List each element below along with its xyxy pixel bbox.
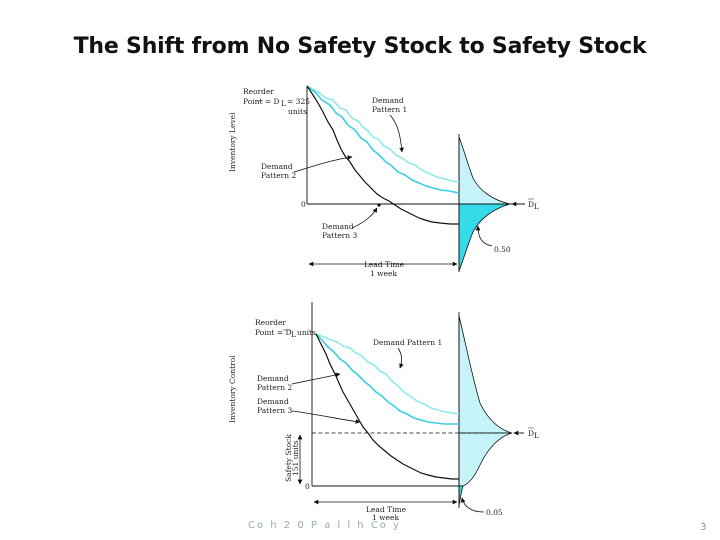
top-pattern-3-arrow: [351, 207, 378, 229]
bottom-safety-stock-label: Safety Stock: [284, 434, 293, 482]
top-zero-label: 0: [301, 200, 306, 209]
bottom-pattern-2-label-line2: Pattern 2: [257, 383, 292, 392]
top-demand-distribution-lower: [458, 203, 511, 272]
top-pattern-2-label-line1: Demand: [261, 162, 293, 171]
top-reorder-label-line1: Reorder: [243, 87, 274, 96]
top-lead-time-label-line1: Lead Time: [364, 260, 405, 269]
bottom-pattern-2-label-line1: Demand: [257, 374, 289, 383]
top-y-axis-label: Inventory Level: [228, 112, 237, 172]
bottom-prob-arrow: [460, 497, 485, 513]
bottom-lead-time-label-line2: 1 week: [372, 513, 399, 522]
top-stockout-point: [377, 203, 381, 207]
bottom-demand-distribution-middle: [458, 432, 513, 487]
top-pattern-1-label-line1: Demand: [372, 96, 404, 105]
top-pattern-2-arrow: [293, 155, 353, 173]
top-diagram: Reorder Point = D L = 325 units Inventor…: [228, 85, 539, 278]
top-pattern-3-label-line1: Demand: [322, 222, 354, 231]
bottom-reorder-label-line2: Point = D: [255, 328, 292, 337]
slide-title: The Shift from No Safety Stock to Safety…: [73, 34, 647, 59]
top-pattern-2-label-line2: Pattern 2: [261, 171, 296, 180]
bottom-lead-time-label-line1: Lead Time: [366, 505, 407, 514]
bottom-pattern-2-arrow: [291, 372, 341, 385]
top-pattern-1-label-line2: Pattern 1: [372, 105, 407, 114]
top-demand-pattern-2-line: [306, 85, 460, 194]
bottom-y-axis-label: Inventory Control: [228, 355, 237, 423]
bottom-dist-mean-sub: L: [534, 431, 539, 440]
top-pattern-1-arrow: [389, 114, 404, 153]
bottom-demand-distribution-tail: [458, 485, 464, 507]
top-lead-time-label-line2: 1 week: [370, 269, 397, 278]
bottom-pattern-3-arrow: [291, 410, 361, 424]
top-pattern-3-label-line2: Pattern 3: [322, 231, 357, 240]
top-reorder-label-line2: Point = D: [243, 97, 280, 106]
bottom-reorder-subscript: L: [291, 330, 296, 339]
bottom-safety-stock-units: 151 units: [291, 440, 300, 476]
top-dist-prob-label: 0.50: [494, 245, 511, 254]
page-number: 3: [700, 522, 707, 533]
bottom-pattern-3-label-line1: Demand: [257, 397, 289, 406]
top-reorder-label-line4: units: [288, 107, 307, 116]
bottom-diagram: Reorder Point = D L units Inventory Cont…: [228, 302, 539, 522]
bottom-dist-prob-label: 0.05: [486, 508, 503, 517]
bottom-reorder-label-line1: Reorder: [255, 318, 286, 327]
footer-copyright: Co h 2 0 P a l l h Co y: [248, 520, 402, 531]
bottom-zero-label: 0: [305, 482, 310, 491]
top-reorder-subscript: L: [281, 99, 286, 108]
bottom-dist-mean-label: D: [528, 429, 534, 438]
top-reorder-label-line3: = 325: [287, 97, 310, 106]
bottom-pattern-1-label: Demand Pattern 1: [373, 338, 442, 347]
bottom-reorder-label-line3: units: [297, 328, 316, 337]
top-demand-pattern-1-line: [306, 85, 460, 183]
bottom-pattern-3-label-line2: Pattern 3: [257, 406, 292, 415]
top-demand-distribution-upper: [458, 136, 511, 205]
bottom-demand-pattern-1-line: [315, 333, 460, 415]
slide-footer: Co h 2 0 P a l l h Co y 3: [0, 520, 720, 538]
top-prob-arrow: [475, 225, 493, 247]
bottom-demand-pattern-2-line: [315, 333, 459, 425]
top-dist-mean-sub: L: [534, 202, 539, 211]
top-dist-mean-label: D: [528, 200, 534, 209]
bottom-pattern-1-arrow: [397, 347, 404, 369]
bottom-demand-distribution-upper: [458, 315, 513, 434]
top-demand-pattern-3-line: [306, 85, 459, 225]
